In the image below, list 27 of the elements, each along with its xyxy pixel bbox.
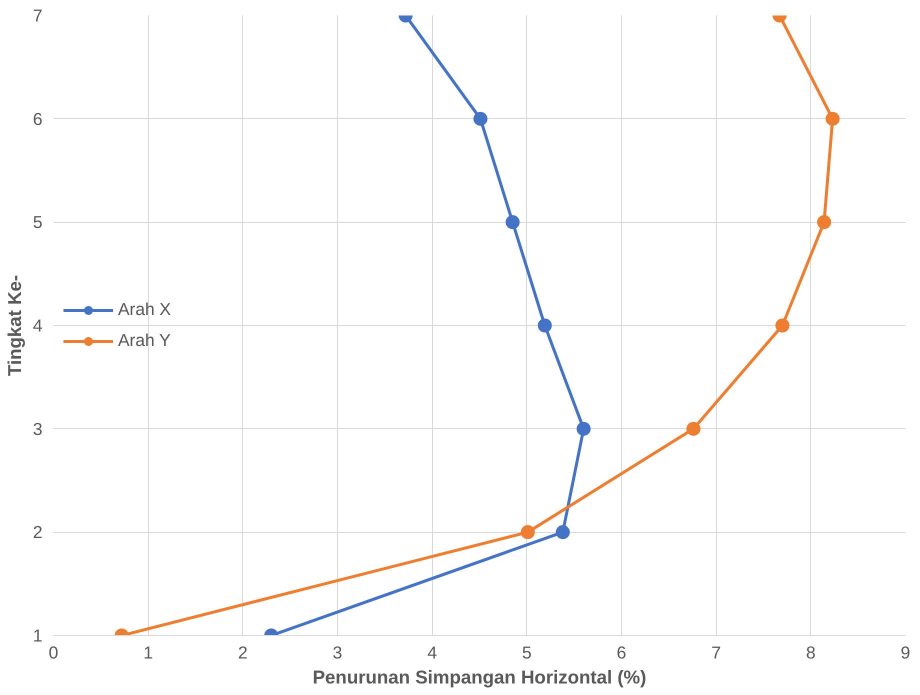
- point: [686, 422, 700, 436]
- x-tick-label: 5: [522, 642, 532, 662]
- y-tick-label: 1: [32, 626, 43, 646]
- point: [817, 215, 832, 230]
- x-tick-label: 4: [427, 642, 438, 662]
- x-tick-label: 7: [711, 642, 721, 662]
- point: [775, 318, 790, 332]
- point: [538, 318, 552, 332]
- y-tick-label: 4: [32, 316, 43, 336]
- x-tick-label: 0: [48, 642, 58, 662]
- legend-label: Arah X: [118, 299, 171, 320]
- point: [576, 422, 591, 436]
- x-tick-label: 2: [238, 642, 248, 662]
- x-axis-title: Penurunan Simpangan Horizontal (%): [312, 666, 646, 688]
- point: [506, 215, 520, 230]
- legend-label: Arah Y: [118, 330, 171, 351]
- y-axis-title: Tingkat Ke-: [4, 274, 25, 376]
- x-tick-label: 9: [900, 642, 910, 662]
- y-tick-label: 5: [32, 212, 43, 232]
- y-tick-label: 3: [32, 418, 43, 439]
- x-tick-label: 1: [143, 642, 153, 662]
- x-tick-label: 3: [332, 642, 342, 662]
- x-tick-label: 8: [806, 642, 816, 662]
- y-tick-label: 6: [32, 108, 43, 129]
- x-tick-label: 6: [616, 642, 626, 662]
- y-tick-label: 7: [32, 6, 43, 26]
- y-tick-label: 2: [32, 522, 43, 542]
